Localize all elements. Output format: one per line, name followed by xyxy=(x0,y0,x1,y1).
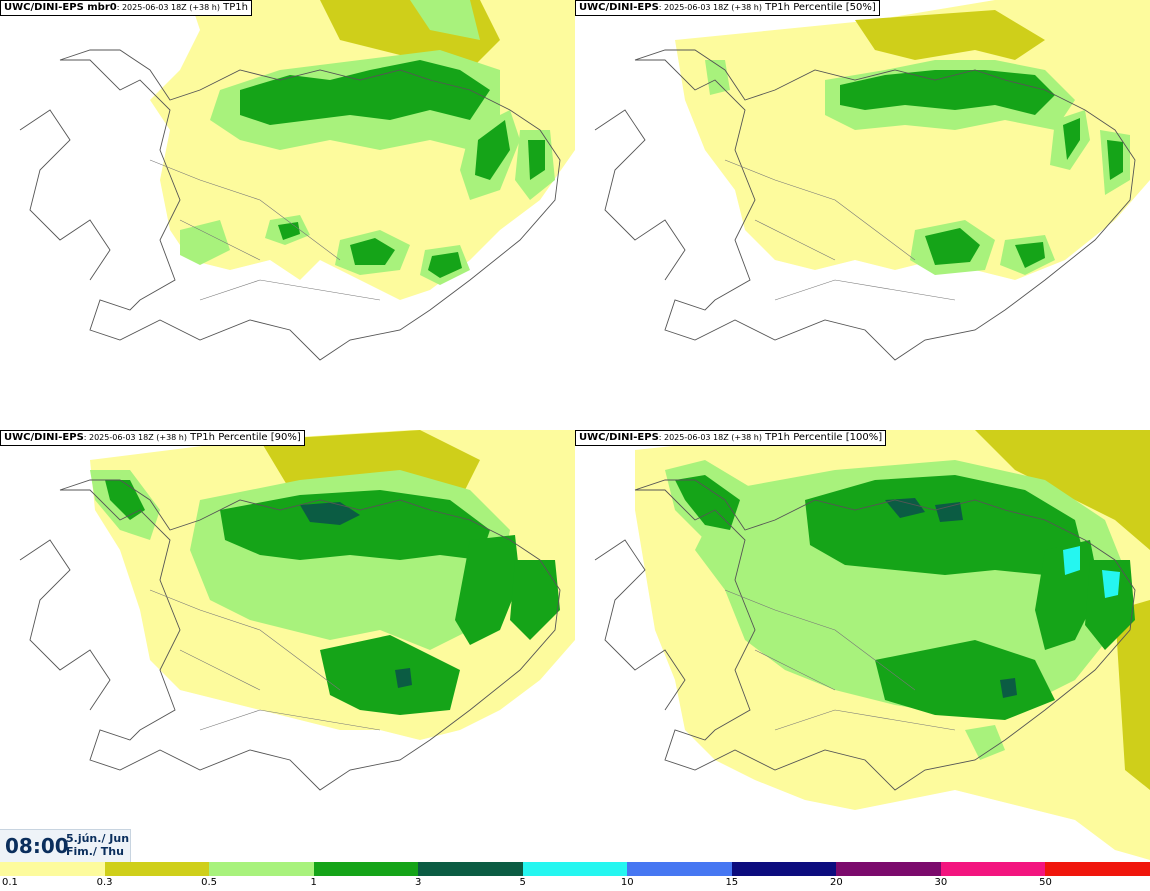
precip-map-p90 xyxy=(19,430,575,791)
colorbar-tick-label: 15 xyxy=(725,877,739,888)
colorbar-tick-label: 0.5 xyxy=(201,877,218,888)
colorbar-segment xyxy=(836,862,941,876)
colorbar-segment xyxy=(418,862,523,876)
colorbar-tick-label: 30 xyxy=(934,877,948,888)
colorbar-tick-label: 10 xyxy=(620,877,634,888)
run-time: : 2025-06-03 18Z (+38 h) xyxy=(83,433,187,442)
colorbar-ticks: 0.1 0.3 0.5 1 3 5 10 15 20 30 50 xyxy=(0,876,1150,891)
colorbar-segment xyxy=(104,862,210,876)
model-name: UWC/DINI-EPS xyxy=(4,432,84,443)
colorbar-tick-label: 5 xyxy=(519,877,526,888)
field-name: TP1h Percentile [90%] xyxy=(190,432,301,443)
colorbar-segment xyxy=(627,862,732,876)
colorbar-segment xyxy=(209,862,314,876)
model-name: UWC/DINI-EPS mbr0 xyxy=(4,2,117,13)
colorbar-segment xyxy=(731,862,837,876)
field-name: TP1h Percentile [50%] xyxy=(765,2,876,13)
colorbar-tick-label: 1 xyxy=(310,877,317,888)
valid-date-line1: 5.jún./ Jun xyxy=(66,832,130,845)
colorbar-segment xyxy=(940,862,1046,876)
colorbar-tick-label: 0.3 xyxy=(96,877,113,888)
model-name: UWC/DINI-EPS xyxy=(579,2,659,13)
precip-map-mbr0 xyxy=(19,0,575,361)
run-time: : 2025-06-03 18Z (+38 h) xyxy=(116,3,220,12)
panel-title: UWC/DINI-EPS: 2025-06-03 18Z (+38 h) TP1… xyxy=(575,0,880,16)
colorbar-tick-label: 3 xyxy=(414,877,422,888)
run-time: : 2025-06-03 18Z (+38 h) xyxy=(658,3,762,12)
valid-time-box: 08:00 5.jún./ Jun Fim./ Thu xyxy=(0,829,131,862)
colorbar-segment xyxy=(0,862,105,876)
run-time: : 2025-06-03 18Z (+38 h) xyxy=(658,433,762,442)
panel-title: UWC/DINI-EPS: 2025-06-03 18Z (+38 h) TP1… xyxy=(0,430,305,446)
valid-date: 5.jún./ Jun Fim./ Thu xyxy=(66,832,129,858)
valid-date-line2: Fim./ Thu xyxy=(66,845,124,858)
precip-colorbar xyxy=(0,862,1150,876)
map-panel-p100: UWC/DINI-EPS: 2025-06-03 18Z (+38 h) TP1… xyxy=(575,430,1150,860)
model-name: UWC/DINI-EPS xyxy=(579,432,659,443)
colorbar-tick-label: 20 xyxy=(829,877,843,888)
field-name: TP1h xyxy=(223,2,248,13)
colorbar-segment xyxy=(522,862,628,876)
panel-title: UWC/DINI-EPS: 2025-06-03 18Z (+38 h) TP1… xyxy=(575,430,887,446)
field-name: TP1h Percentile [100%] xyxy=(765,432,883,443)
valid-clock: 08:00 xyxy=(5,834,69,858)
precip-map-p100 xyxy=(594,430,1150,860)
colorbar-segment xyxy=(313,862,419,876)
colorbar-tick-label: 50 xyxy=(1039,877,1052,888)
map-panel-mbr0: UWC/DINI-EPS mbr0: 2025-06-03 18Z (+38 h… xyxy=(0,0,575,430)
map-panel-p50: UWC/DINI-EPS: 2025-06-03 18Z (+38 h) TP1… xyxy=(575,0,1150,430)
colorbar-tick-label: 0.1 xyxy=(2,877,18,888)
colorbar-segment xyxy=(1045,862,1150,876)
precip-map-p50 xyxy=(594,0,1150,361)
map-panel-p90: UWC/DINI-EPS: 2025-06-03 18Z (+38 h) TP1… xyxy=(0,430,575,860)
panel-title: UWC/DINI-EPS mbr0: 2025-06-03 18Z (+38 h… xyxy=(0,0,252,16)
